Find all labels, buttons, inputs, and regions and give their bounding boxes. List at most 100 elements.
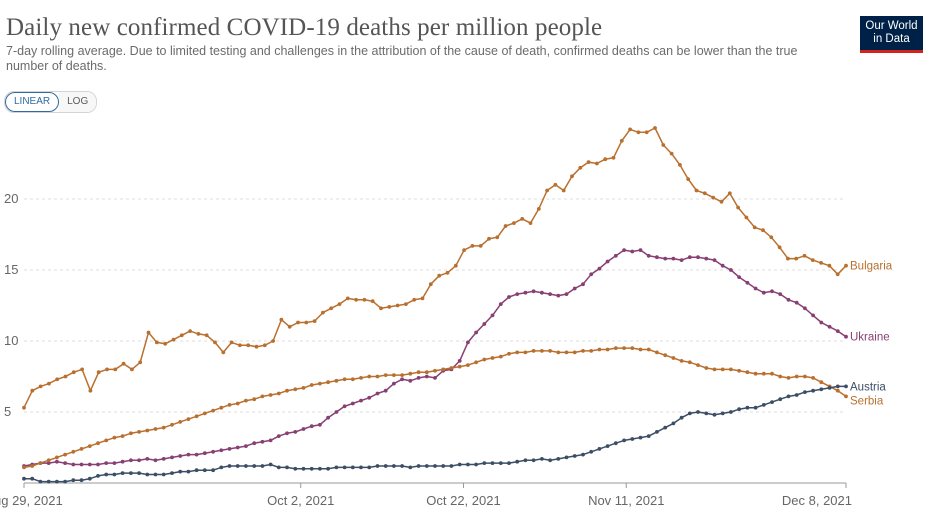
data-point-bulgaria xyxy=(395,303,400,308)
data-point-bulgaria xyxy=(22,405,26,410)
data-point-serbia xyxy=(720,367,725,372)
data-point-austria xyxy=(276,465,281,470)
data-point-serbia xyxy=(30,464,35,468)
data-point-ukraine xyxy=(572,286,577,291)
data-point-ukraine xyxy=(137,458,142,463)
data-point-ukraine xyxy=(186,452,191,457)
data-point-austria xyxy=(622,438,626,443)
data-point-austria xyxy=(679,415,684,420)
data-point-bulgaria xyxy=(827,263,832,268)
data-point-austria xyxy=(720,411,725,416)
data-point-bulgaria xyxy=(453,263,458,268)
data-point-serbia xyxy=(663,353,668,358)
data-point-serbia xyxy=(161,425,166,430)
data-point-ukraine xyxy=(811,313,815,318)
data-point-ukraine xyxy=(498,302,503,306)
data-point-austria xyxy=(30,476,35,481)
data-point-austria xyxy=(202,468,207,473)
data-point-austria xyxy=(605,444,610,448)
data-point-serbia xyxy=(835,388,840,393)
x-tick-label: Oct 2, 2021 xyxy=(267,493,334,508)
data-point-austria xyxy=(375,464,380,468)
data-point-bulgaria xyxy=(30,388,35,393)
data-point-serbia xyxy=(260,394,265,399)
data-point-bulgaria xyxy=(727,191,732,196)
data-point-serbia xyxy=(309,383,314,387)
data-point-austria xyxy=(835,384,840,389)
data-point-serbia xyxy=(729,367,733,372)
data-point-serbia xyxy=(786,376,791,380)
data-point-bulgaria xyxy=(835,272,840,277)
data-point-ukraine xyxy=(252,441,257,446)
data-point-ukraine xyxy=(844,334,848,339)
data-point-ukraine xyxy=(589,272,594,277)
data-point-bulgaria xyxy=(512,221,516,226)
data-point-serbia xyxy=(46,458,51,463)
data-point-ukraine xyxy=(309,424,314,429)
data-point-ukraine xyxy=(613,253,618,258)
linear-scale-button[interactable]: LINEAR xyxy=(5,92,60,112)
data-point-austria xyxy=(120,471,125,475)
data-point-serbia xyxy=(186,417,191,421)
data-point-serbia xyxy=(794,374,799,379)
data-point-ukraine xyxy=(655,255,659,260)
data-point-austria xyxy=(194,468,199,473)
data-point-ukraine xyxy=(605,259,610,264)
data-point-serbia xyxy=(745,370,750,375)
data-point-ukraine xyxy=(457,359,462,363)
data-point-ukraine xyxy=(424,374,429,379)
y-tick-label: 5 xyxy=(4,404,11,419)
data-point-serbia xyxy=(211,408,216,413)
x-tick-label: Dec 8, 2021 xyxy=(782,493,852,508)
data-point-ukraine xyxy=(161,457,166,461)
data-point-austria xyxy=(112,472,117,477)
data-point-ukraine xyxy=(663,256,668,261)
y-tick-label: 15 xyxy=(4,262,18,277)
data-point-ukraine xyxy=(581,282,585,287)
data-point-austria xyxy=(844,384,848,389)
data-point-serbia xyxy=(687,360,692,365)
data-point-austria xyxy=(737,407,741,412)
data-point-serbia xyxy=(630,346,635,350)
data-point-bulgaria xyxy=(404,302,408,306)
series-label-serbia: Serbia xyxy=(850,395,884,407)
data-point-bulgaria xyxy=(611,155,616,160)
data-point-bulgaria xyxy=(47,381,51,386)
data-point-ukraine xyxy=(400,377,404,382)
data-point-bulgaria xyxy=(428,282,433,287)
data-point-austria xyxy=(638,435,643,440)
data-point-ukraine xyxy=(170,455,174,460)
data-point-ukraine xyxy=(408,378,413,383)
data-point-bulgaria xyxy=(88,388,93,393)
data-point-austria xyxy=(38,479,43,484)
data-point-austria xyxy=(490,461,495,465)
data-point-austria xyxy=(211,468,216,473)
data-point-austria xyxy=(22,476,26,481)
data-point-bulgaria xyxy=(711,195,716,200)
data-point-bulgaria xyxy=(844,263,848,268)
data-point-serbia xyxy=(293,387,298,392)
data-point-ukraine xyxy=(507,295,511,299)
data-point-austria xyxy=(383,464,388,468)
data-point-ukraine xyxy=(276,434,281,438)
data-point-serbia xyxy=(712,367,717,372)
owid-logo[interactable]: Our World in Data xyxy=(860,16,923,53)
data-point-bulgaria xyxy=(412,297,417,302)
data-point-bulgaria xyxy=(379,306,383,311)
data-point-ukraine xyxy=(548,292,552,296)
data-point-serbia xyxy=(38,461,43,465)
data-point-serbia xyxy=(737,368,741,373)
data-point-bulgaria xyxy=(545,188,549,193)
data-point-ukraine xyxy=(342,404,347,409)
data-point-austria xyxy=(252,464,257,468)
data-point-ukraine xyxy=(46,461,51,465)
data-point-austria xyxy=(819,387,824,392)
data-point-bulgaria xyxy=(536,207,541,211)
data-point-ukraine xyxy=(745,280,750,285)
data-point-austria xyxy=(663,425,668,430)
data-point-bulgaria xyxy=(262,343,267,348)
series-label-bulgaria: Bulgaria xyxy=(850,261,893,273)
data-point-serbia xyxy=(548,349,552,353)
log-scale-button[interactable]: LOG xyxy=(59,92,97,112)
